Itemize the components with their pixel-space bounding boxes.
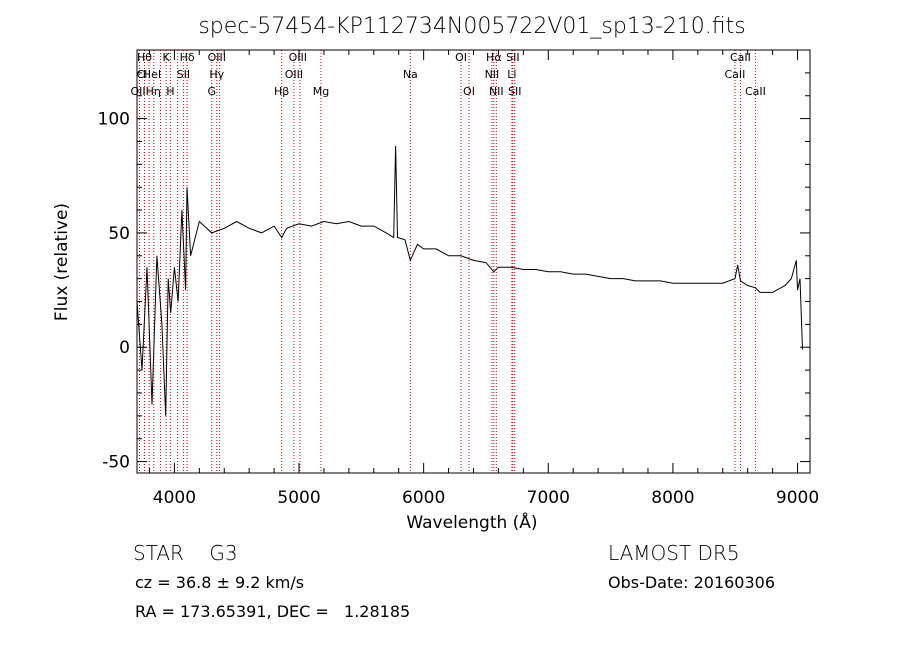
line-label: OIII <box>208 51 226 64</box>
obs-date: Obs-Date: 20160306 <box>608 573 776 592</box>
line-label: NII <box>489 85 504 98</box>
line-label: Cl <box>137 68 148 81</box>
line-label: CaII <box>725 68 746 81</box>
spectrum-line <box>136 145 803 416</box>
object-class: STAR G3 <box>133 541 238 565</box>
line-label: NII <box>485 68 500 81</box>
line-label: OI <box>455 51 467 64</box>
line-label: OI <box>463 85 475 98</box>
line-label: OIII <box>289 51 307 64</box>
line-label: Hδ <box>180 51 195 64</box>
reference-lines <box>138 50 756 473</box>
x-tick-label: 8000 <box>651 488 694 508</box>
y-tick-label: 50 <box>108 224 130 244</box>
survey-name: LAMOST DR5 <box>608 541 740 565</box>
coordinates-text: RA = 173.65391, DEC = 1.28185 <box>135 602 411 621</box>
y-tick-label: 0 <box>119 338 130 358</box>
axes: 4000 5000 6000 7000 8000 9000 -50 0 50 100 <box>98 50 819 508</box>
x-tick-label: 4000 <box>153 488 196 508</box>
y-tick-label: -50 <box>102 453 130 473</box>
y-tick-label: 100 <box>98 110 130 130</box>
line-label: Li <box>507 68 516 81</box>
line-label: Mg <box>313 85 329 98</box>
line-label: Hβ <box>274 85 289 98</box>
line-label: SII <box>506 51 519 64</box>
line-label: Hα <box>486 51 502 64</box>
line-label: Hγ <box>209 68 224 81</box>
line-label: OIII <box>285 68 303 81</box>
x-tick-label: 7000 <box>527 488 570 508</box>
line-label: K <box>163 51 171 64</box>
x-tick-label: 9000 <box>776 488 819 508</box>
x-tick-label: 6000 <box>402 488 445 508</box>
line-label: G <box>208 85 217 98</box>
y-axis-label: Flux (relative) <box>52 203 72 321</box>
series-layer <box>136 145 803 416</box>
x-axis-label: Wavelength (Å) <box>406 511 537 533</box>
line-label: H <box>166 85 174 98</box>
line-label: Na <box>403 68 418 81</box>
line-label: CaII <box>730 51 751 64</box>
redshift-text: cz = 36.8 ± 9.2 km/s <box>135 573 305 592</box>
line-label: HeI <box>143 68 161 81</box>
line-label: OIIHη <box>131 85 161 98</box>
line-label: SII <box>177 68 190 81</box>
line-label: SII <box>508 85 521 98</box>
chart-title: spec-57454-KP112734N005722V01_sp13-210.f… <box>198 14 745 39</box>
plot-frame <box>136 49 811 474</box>
line-label: Hθ <box>137 51 152 64</box>
x-tick-label: 5000 <box>277 488 320 508</box>
line-label: CaII <box>745 85 766 98</box>
